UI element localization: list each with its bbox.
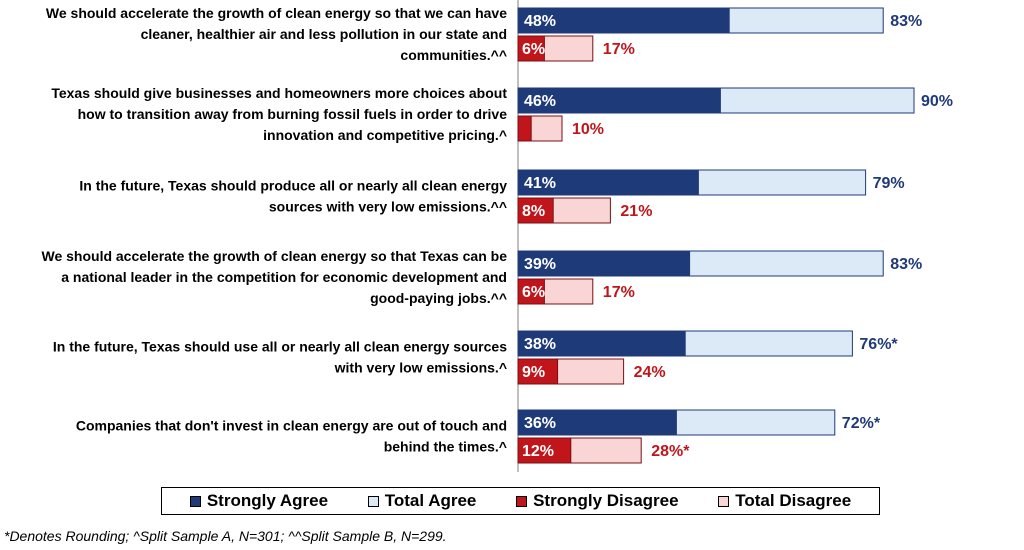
bar-strongly-disagree [517, 197, 554, 224]
data-label-total-disagree: 28%* [651, 443, 690, 460]
category-label: with very low emissions.^ [334, 360, 507, 376]
bar-strongly-agree [517, 250, 691, 277]
legend-swatch-total-disagree [718, 495, 730, 507]
legend: Strongly Agree Total Agree Strongly Disa… [161, 487, 880, 515]
chart: We should accelerate the growth of clean… [41, 0, 953, 472]
data-label-total-agree: 90% [921, 93, 953, 110]
data-label-strongly-agree: 38% [524, 336, 556, 353]
category-label: how to transition away from burning foss… [78, 106, 508, 122]
legend-swatch-strongly-disagree [516, 495, 528, 507]
data-label-total-agree: 83% [890, 256, 922, 273]
category-label: Texas should give businesses and homeown… [51, 85, 507, 101]
category-label: Companies that don't invest in clean ene… [76, 418, 507, 434]
legend-item-strongly-agree: Strongly Agree [189, 491, 329, 511]
legend-swatch-strongly-agree [189, 495, 201, 507]
category-label: behind the times.^ [384, 439, 507, 455]
data-label-strongly-agree: 39% [524, 256, 556, 273]
data-label-total-disagree: 10% [572, 121, 604, 138]
legend-item-total-agree: Total Agree [367, 491, 477, 511]
data-label-strongly-agree: 46% [524, 93, 556, 110]
bar-strongly-agree [517, 7, 730, 34]
data-label-strongly-disagree: 12% [522, 443, 554, 460]
bar-strongly-disagree [517, 35, 545, 62]
data-label-strongly-agree: 41% [524, 175, 556, 192]
legend-item-total-disagree: Total Disagree [718, 491, 851, 511]
data-label-strongly-disagree: 8% [522, 203, 545, 220]
category-label: We should accelerate the growth of clean… [41, 248, 507, 264]
category-label: cleaner, healthier air and less pollutio… [141, 26, 507, 42]
bar-strongly-agree [517, 409, 677, 436]
data-label-strongly-disagree: 6% [522, 284, 545, 301]
data-label-total-disagree: 21% [620, 203, 652, 220]
data-label-total-agree: 83% [890, 13, 922, 30]
data-label-total-disagree: 17% [603, 41, 635, 58]
data-label-total-disagree: 17% [603, 284, 635, 301]
category-label: a national leader in the competition for… [61, 269, 507, 285]
footnote: *Denotes Rounding; ^Split Sample A, N=30… [4, 528, 447, 544]
bar-strongly-disagree [517, 358, 559, 385]
data-label-strongly-disagree: 6% [522, 41, 545, 58]
category-label: good-paying jobs.^^ [370, 290, 507, 306]
data-label-total-agree: 79% [873, 175, 905, 192]
bar-strongly-agree [517, 169, 699, 196]
category-label: We should accelerate the growth of clean… [46, 5, 507, 21]
category-label: In the future, Texas should produce all … [79, 178, 507, 194]
legend-label-total-agree: Total Agree [384, 491, 477, 510]
data-label-strongly-agree: 36% [524, 415, 556, 432]
category-label: sources with very low emissions.^^ [269, 199, 507, 215]
bar-strongly-disagree [517, 115, 532, 142]
data-label-strongly-disagree: 9% [522, 364, 545, 381]
legend-label-strongly-disagree: Strongly Disagree [533, 491, 679, 510]
bar-strongly-disagree [517, 278, 545, 305]
bar-strongly-agree [517, 87, 721, 114]
legend-label-strongly-agree: Strongly Agree [206, 491, 329, 510]
data-label-strongly-agree: 48% [524, 13, 556, 30]
data-label-total-agree: 76%* [859, 336, 898, 353]
category-label: innovation and competitive pricing.^ [263, 127, 507, 143]
data-label-total-agree: 72%* [842, 415, 881, 432]
category-label: In the future, Texas should use all or n… [53, 339, 507, 355]
legend-label-total-disagree: Total Disagree [735, 491, 852, 510]
data-label-total-disagree: 24% [634, 364, 666, 381]
category-label: communities.^^ [400, 47, 507, 63]
legend-item-strongly-disagree: Strongly Disagree [516, 491, 679, 511]
bar-strongly-disagree [517, 437, 572, 464]
bar-strongly-agree [517, 330, 686, 357]
legend-swatch-total-agree [367, 495, 379, 507]
